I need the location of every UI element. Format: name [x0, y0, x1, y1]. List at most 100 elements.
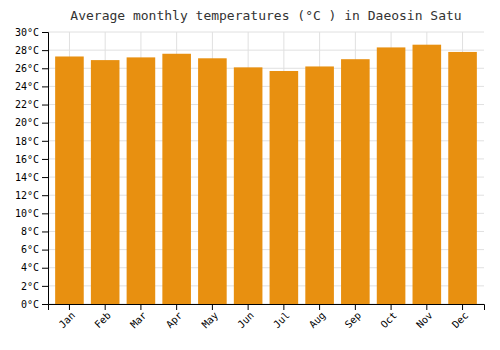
tick-label: 26°C	[15, 63, 39, 74]
tick-label: Nov	[414, 310, 435, 331]
tick-mark	[462, 304, 463, 310]
tick-label: 10°C	[15, 208, 39, 219]
tick-mark	[319, 304, 320, 310]
tick-label: Jan	[57, 310, 78, 331]
tick-label: 18°C	[15, 136, 39, 147]
plot-area: 0°C 2°C 4°C 6°C 8°C 10°C 12°C 14°C 16°C 18°C 20°C 2…	[15, 27, 485, 331]
y-tick: 26°C	[15, 63, 48, 74]
tick-label: 30°C	[15, 27, 39, 38]
tick-mark	[69, 304, 70, 310]
y-tick: 14°C	[15, 172, 48, 183]
bar	[162, 54, 191, 304]
x-tick: Dec	[450, 304, 471, 330]
tick-label: 22°C	[15, 99, 39, 110]
bar	[198, 58, 227, 304]
x-axis: Jan Feb Mar Apr May Jun Jul Aug Sep Oct Nov Dec	[49, 304, 485, 330]
y-tick: 30°C	[15, 27, 48, 38]
y-tick: 20°C	[15, 117, 48, 128]
y-tick: 28°C	[15, 45, 48, 56]
tick-mark	[355, 304, 356, 310]
tick-label: Apr	[164, 310, 185, 331]
grid	[48, 32, 484, 304]
tick-mark	[42, 50, 48, 51]
tick-mark	[42, 250, 48, 251]
tick-mark	[42, 68, 48, 69]
tick-mark	[283, 304, 284, 310]
chart-title: Average monthly temperatures (°C ) in Da…	[70, 8, 461, 23]
bar	[448, 52, 477, 304]
bars	[55, 45, 477, 304]
x-tick: May	[200, 304, 221, 330]
tick-mark	[176, 304, 177, 310]
tick-mark	[42, 231, 48, 232]
tick-label: Aug	[307, 310, 328, 331]
y-tick: 22°C	[15, 99, 48, 110]
y-tick: 4°C	[21, 262, 48, 273]
x-tick: Feb	[92, 304, 113, 330]
tick-label: 16°C	[15, 154, 39, 165]
tick-mark	[42, 304, 48, 305]
bar	[127, 57, 156, 304]
tick-label: Jul	[271, 310, 292, 331]
tick-mark	[42, 32, 48, 33]
tick-mark	[248, 304, 249, 310]
bar	[55, 56, 84, 304]
tick-label: Oct	[378, 310, 399, 331]
bar	[91, 60, 120, 304]
tick-mark	[42, 86, 48, 87]
x-tick: Sep	[343, 304, 364, 330]
x-tick: Oct	[378, 304, 399, 330]
tick-label: 6°C	[21, 244, 39, 255]
y-tick: 16°C	[15, 154, 48, 165]
tick-label: Mar	[128, 310, 149, 331]
x-tick: Jan	[57, 304, 78, 330]
bar	[234, 67, 263, 304]
tick-label: 20°C	[15, 117, 39, 128]
tick-mark	[105, 304, 106, 310]
tick-label: Dec	[450, 310, 471, 331]
bar	[305, 66, 334, 304]
grid-line-y	[48, 32, 484, 33]
x-tick: Nov	[414, 304, 435, 330]
tick-mark	[42, 177, 48, 178]
tick-mark	[42, 123, 48, 124]
y-tick: 18°C	[15, 136, 48, 147]
y-tick: 0°C	[21, 299, 48, 310]
x-tick: Aug	[307, 304, 328, 330]
axis-line	[49, 305, 485, 311]
tick-mark	[426, 304, 427, 310]
tick-label: Feb	[92, 310, 113, 331]
y-axis: 0°C 2°C 4°C 6°C 8°C 10°C 12°C 14°C 16°C 18°C 20°C 2…	[15, 27, 49, 310]
y-tick: 2°C	[21, 281, 48, 292]
bar	[270, 71, 299, 304]
tick-mark	[42, 195, 48, 196]
x-tick: Mar	[128, 304, 149, 330]
tick-label: 4°C	[21, 262, 39, 273]
x-tick: Jun	[235, 304, 256, 330]
y-tick: 8°C	[21, 226, 48, 237]
tick-label: Sep	[343, 310, 364, 331]
tick-label: 12°C	[15, 190, 39, 201]
tick-label: May	[200, 310, 221, 331]
tick-mark	[140, 304, 141, 310]
bar	[413, 45, 442, 304]
axis-line	[42, 33, 49, 305]
tick-mark	[212, 304, 213, 310]
tick-label: Jun	[235, 310, 256, 331]
tick-mark	[391, 304, 392, 310]
tick-mark	[42, 286, 48, 287]
y-tick: 24°C	[15, 81, 48, 92]
tick-label: 28°C	[15, 45, 39, 56]
y-tick: 6°C	[21, 244, 48, 255]
x-tick: Jul	[271, 304, 292, 330]
tick-label: 8°C	[21, 226, 39, 237]
tick-mark	[42, 213, 48, 214]
y-tick: 12°C	[15, 190, 48, 201]
tick-label: 14°C	[15, 172, 39, 183]
bar	[341, 59, 370, 304]
bar	[377, 47, 406, 304]
chart-container: 0°C 2°C 4°C 6°C 8°C 10°C 12°C 14°C 16°C 18°C 20°C 2…	[0, 0, 500, 350]
tick-label: 24°C	[15, 81, 39, 92]
tick-mark	[42, 141, 48, 142]
x-tick: Apr	[164, 304, 185, 330]
